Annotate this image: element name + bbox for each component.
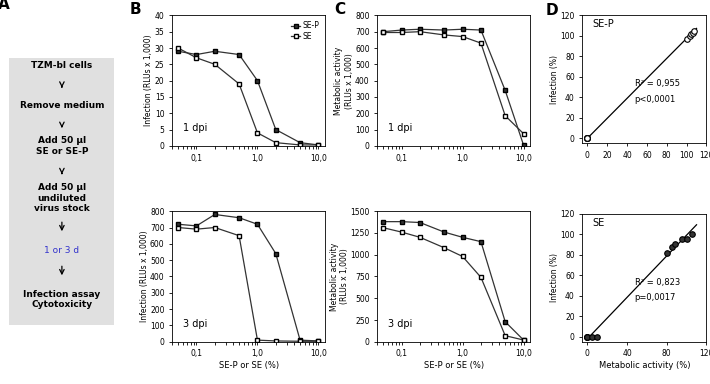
Point xyxy=(688,28,699,34)
Point xyxy=(581,334,593,340)
Text: 1 dpi: 1 dpi xyxy=(183,123,207,133)
Point xyxy=(666,243,677,250)
Point xyxy=(581,334,593,340)
Text: p=0,0017: p=0,0017 xyxy=(635,293,676,302)
Point xyxy=(581,135,593,141)
Point xyxy=(686,231,697,237)
Text: p<0,0001: p<0,0001 xyxy=(635,95,676,104)
Y-axis label: Metabolic activity
(RLUs x 1,000): Metabolic activity (RLUs x 1,000) xyxy=(329,242,349,311)
Text: 3 dpi: 3 dpi xyxy=(388,319,413,329)
Text: C: C xyxy=(334,2,346,17)
X-axis label: SE-P or SE (%): SE-P or SE (%) xyxy=(219,361,279,370)
Text: 1 dpi: 1 dpi xyxy=(388,123,413,133)
Text: R² = 0,823: R² = 0,823 xyxy=(635,278,679,287)
X-axis label: SE-P or SE (%): SE-P or SE (%) xyxy=(424,361,484,370)
Text: 3 dpi: 3 dpi xyxy=(183,319,207,329)
Point xyxy=(581,135,593,141)
Text: A: A xyxy=(0,0,9,12)
Point xyxy=(684,33,695,39)
Text: Add 50 μl
SE or SE-P: Add 50 μl SE or SE-P xyxy=(36,136,88,156)
Point xyxy=(681,36,692,42)
Y-axis label: Infection (%): Infection (%) xyxy=(550,55,559,104)
X-axis label: Metabolic activity (%): Metabolic activity (%) xyxy=(599,361,690,370)
Point xyxy=(581,135,593,141)
Point xyxy=(581,135,593,141)
Point xyxy=(591,334,603,340)
Y-axis label: Infection (RLUs x 1,000): Infection (RLUs x 1,000) xyxy=(140,231,148,322)
Text: TZM-bl cells: TZM-bl cells xyxy=(31,61,92,70)
Point xyxy=(581,334,593,340)
Point xyxy=(581,334,593,340)
Legend: SE-P, SE: SE-P, SE xyxy=(289,19,322,43)
Y-axis label: Infection (RLUs x 1,000): Infection (RLUs x 1,000) xyxy=(144,35,153,126)
Y-axis label: Metabolic activity
(RLUs x 1,000): Metabolic activity (RLUs x 1,000) xyxy=(334,46,354,115)
Text: D: D xyxy=(545,3,558,18)
Text: B: B xyxy=(129,2,141,17)
Point xyxy=(581,135,593,141)
Text: Remove medium: Remove medium xyxy=(20,101,104,109)
Text: SE-P: SE-P xyxy=(592,19,614,29)
Text: SE: SE xyxy=(592,218,605,228)
Point xyxy=(669,242,680,248)
Point xyxy=(586,334,598,340)
Text: Add 50 μl
undiluted
virus stock: Add 50 μl undiluted virus stock xyxy=(34,183,89,213)
Point xyxy=(661,250,672,256)
FancyBboxPatch shape xyxy=(9,58,114,326)
Point xyxy=(581,135,593,141)
Point xyxy=(687,30,698,36)
Point xyxy=(681,236,692,242)
Point xyxy=(676,236,687,242)
Text: Infection assay
Cytotoxicity: Infection assay Cytotoxicity xyxy=(23,290,101,309)
Point xyxy=(685,31,697,37)
Y-axis label: Infection (%): Infection (%) xyxy=(550,253,559,302)
Text: R² = 0,955: R² = 0,955 xyxy=(635,79,679,88)
Text: 1 or 3 d: 1 or 3 d xyxy=(44,246,80,255)
